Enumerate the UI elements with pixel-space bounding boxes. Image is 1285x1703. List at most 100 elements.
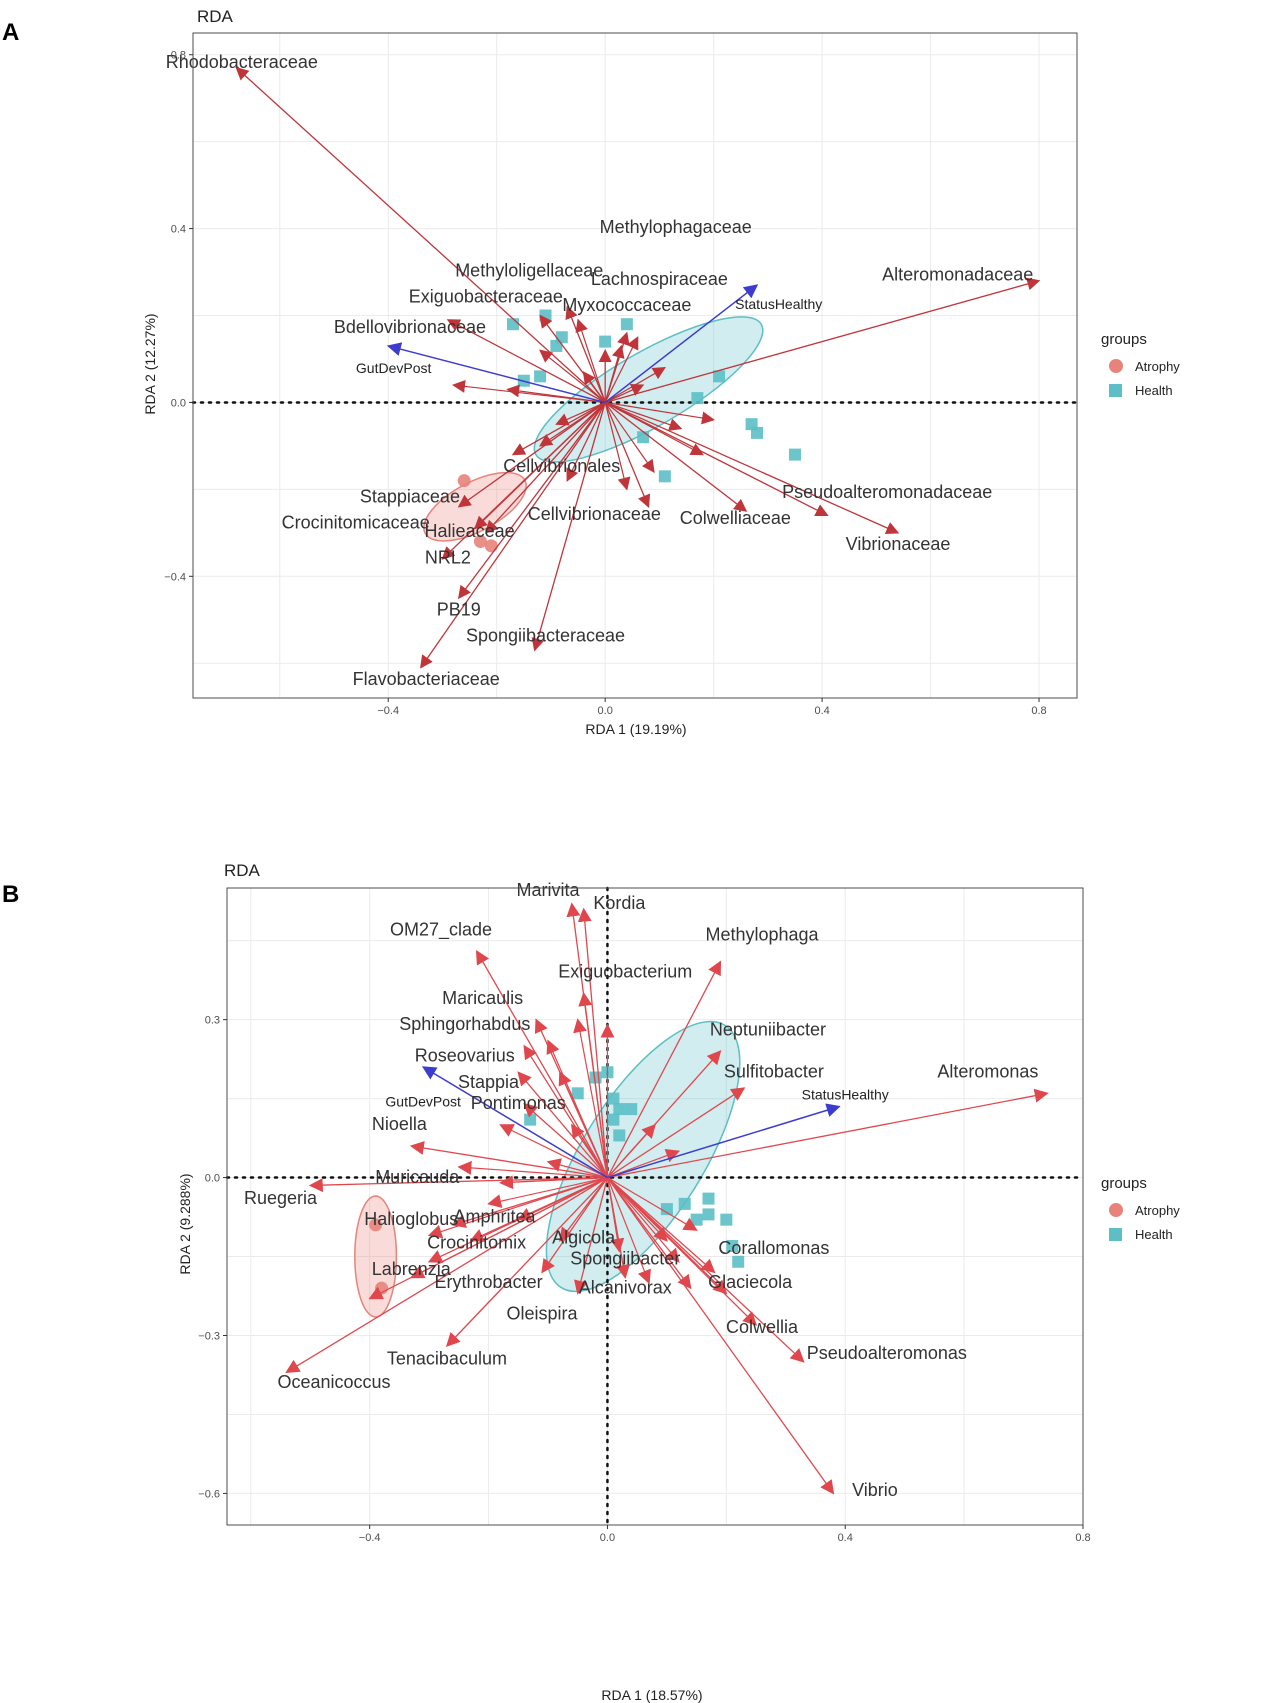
taxon-label: Pseudoalteromonas [807,1343,967,1363]
x-tick-label: 0.4 [838,1532,853,1544]
taxon-label: Glaciecola [708,1272,793,1292]
taxon-label: Alteromonas [937,1062,1038,1082]
legend-swatch-atrophy-b [1109,1203,1123,1217]
y-axis-title-a: RDA 2 (12.27%) [142,313,158,414]
taxon-label: Pseudoalteromonadaceae [782,482,992,502]
taxon-label: Methylophaga [705,925,819,945]
taxon-arrow [511,401,606,456]
taxon-arrow [578,991,609,1178]
taxon-arrow-unlabeled [487,1176,608,1208]
health-point [726,1239,739,1252]
taxon-arrow [606,1177,835,1495]
taxon-label: Myxococcaceae [562,295,691,315]
taxon-arrow [604,401,829,517]
legend-b: groups Atrophy Health [1101,1175,1180,1242]
taxon-arrow [420,402,606,669]
taxon-label: Rhodobacteraceae [166,52,318,72]
taxon-label: Halieaceae [425,521,515,541]
y-tick-label: 0.0 [171,397,186,409]
taxon-arrow [539,314,606,403]
taxon-arrow [475,949,609,1178]
taxon-arrow [606,960,722,1178]
y-tick-label: 0.0 [205,1173,220,1185]
health-point [550,339,563,352]
taxon-arrow [441,401,606,560]
taxon-arrow [604,401,900,535]
legend-label-atrophy-b: Atrophy [1135,1203,1180,1218]
taxon-label: Neptuniibacter [710,1019,826,1039]
legend-swatch-health-a [1109,384,1122,397]
y-tick-label: −0.3 [198,1330,220,1342]
taxon-label: Erythrobacter [435,1272,543,1292]
health-point [637,431,650,444]
taxon-arrow-unlabeled [607,1177,698,1231]
taxon-arrow [427,1176,608,1263]
taxon-arrow-unlabeled [604,401,683,431]
taxon-arrow [308,1176,608,1193]
taxon-label: Stappia [458,1072,520,1092]
y-axis-title-b: RDA 2 (9.288%) [177,1173,193,1274]
taxon-label: Vibrionaceae [846,534,951,554]
env-vector-arrow [604,284,759,404]
health-point [658,470,671,483]
taxon-arrow [570,1123,608,1178]
group-ellipse-health [533,316,764,463]
panel-b: B RDA Marivita Kordia OM27_clade Methylopha… [2,861,1180,1703]
taxon-label: Pontimonas [471,1093,566,1113]
taxon-arrow [484,402,606,534]
taxon-label: Stappiaceae [360,486,460,506]
legend-label-health-b: Health [1135,1227,1173,1242]
health-point [539,309,552,322]
atrophy-point [369,1218,383,1232]
taxon-label: Oleispira [507,1304,579,1324]
taxon-arrow-unlabeled [604,336,639,403]
taxon-label: NRL2 [425,547,471,567]
taxon-arrow-unlabeled [566,402,606,482]
plot-area-b: Marivita Kordia OM27_clade Methylophaga Exig… [198,880,1090,1544]
y-tick-label: −0.4 [164,571,186,583]
taxon-label: Marivita [516,880,580,900]
health-point [613,1129,626,1142]
taxon-label: Sulfitobacter [724,1062,824,1082]
legend-a: groups Atrophy Health [1101,331,1180,398]
taxon-label: Sphingorhabdus [399,1014,530,1034]
env-vector-label: GutDevPost [356,360,432,376]
legend-swatch-atrophy-a [1109,359,1123,373]
legend-label-health-a: Health [1135,383,1173,398]
x-tick-label: 0.0 [600,1532,615,1544]
taxon-label: Exiguobacterium [558,961,692,981]
taxon-arrow [531,402,606,652]
taxon-label: Alteromonadaceae [882,265,1033,285]
health-point [599,335,612,348]
env-vector-arrow [421,1066,608,1179]
taxon-label: Spongiibacter [570,1248,680,1268]
health-point [524,1113,537,1126]
y-tick-label: 0.8 [171,50,186,62]
x-tick-label: 0.8 [1031,705,1046,717]
taxon-arrow [604,401,748,512]
taxon-label: Bdellovibrionaceae [334,317,486,337]
taxon-arrow [534,1018,609,1178]
health-point [607,1092,620,1105]
plot-title-b: RDA [224,861,261,880]
x-tick-label: −0.4 [377,705,399,717]
taxon-label: Muricauda [375,1167,460,1187]
taxon-arrow-unlabeled [575,318,606,403]
taxon-arrow [606,1177,758,1326]
taxon-arrow [604,344,625,403]
taxon-arrow-unlabeled [606,1177,680,1263]
taxon-arrow [285,1176,608,1374]
taxon-arrow [604,277,1041,404]
taxon-label: Vibrio [852,1480,898,1500]
taxon-label: Amphritea [453,1206,536,1226]
plot-title-a: RDA [197,7,234,26]
group-ellipse-health [545,1020,741,1293]
taxon-arrow [606,1050,722,1178]
health-point [732,1255,745,1268]
atrophy-point [457,474,471,488]
x-tick-label: −0.4 [359,1532,381,1544]
panel-letter-b: B [2,881,19,908]
panel-letter-a: A [2,19,19,46]
health-point [788,448,801,461]
